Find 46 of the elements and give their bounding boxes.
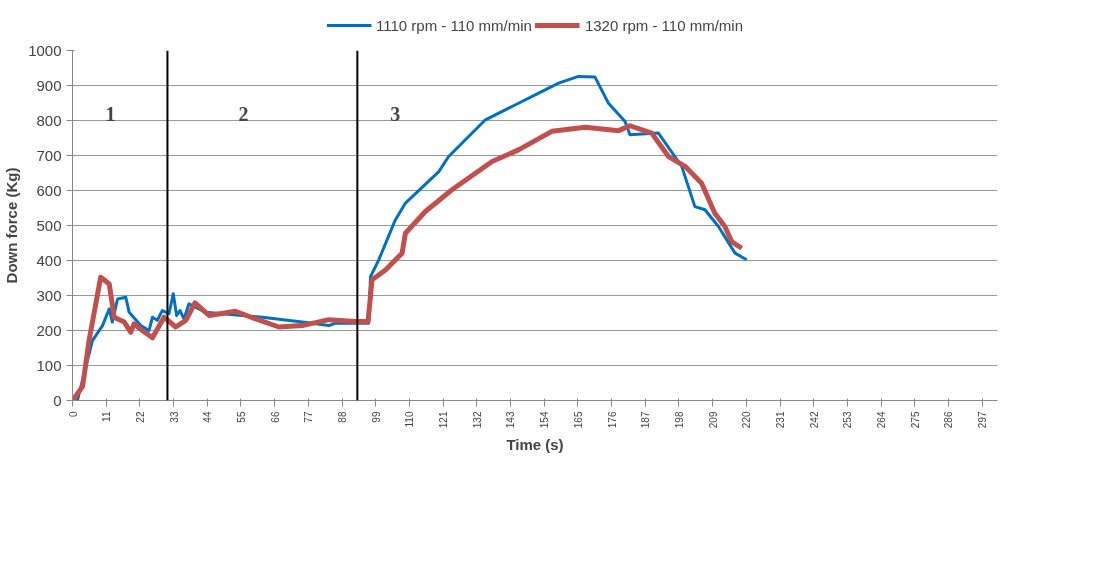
legend-label: 1320 rpm - 110 mm/min — [584, 16, 743, 34]
x-axis-title: Time (s) — [506, 436, 564, 454]
x-tick-label: 77 — [303, 411, 315, 423]
y-tick-label: 300 — [36, 286, 62, 304]
x-tick-label: 297 — [977, 411, 989, 429]
y-tick-label: 700 — [36, 146, 62, 164]
x-tick-label: 187 — [640, 411, 652, 429]
y-tick-label: 200 — [36, 321, 62, 339]
x-tick-label: 154 — [539, 411, 551, 429]
y-tick-label: 600 — [36, 181, 62, 199]
y-tick-label: 900 — [36, 76, 62, 94]
x-tick-label: 143 — [505, 411, 517, 429]
y-tick-label: 400 — [36, 251, 62, 269]
x-tick-label: 11 — [101, 411, 113, 422]
y-tick-label: 0 — [53, 391, 62, 409]
x-tick-label: 198 — [673, 411, 685, 429]
x-tick-label: 22 — [134, 411, 146, 423]
x-tick-label: 55 — [235, 411, 247, 423]
x-tick-label: 66 — [269, 411, 281, 423]
x-tick-label: 264 — [876, 411, 888, 429]
x-tick-label: 176 — [606, 411, 618, 429]
x-tick-label: 209 — [707, 411, 719, 429]
x-tick-label: 286 — [943, 411, 955, 429]
y-tick-label: 800 — [36, 111, 62, 129]
x-tick-label: 165 — [572, 411, 584, 429]
x-tick-label: 231 — [775, 411, 787, 429]
x-tick-label: 0 — [67, 411, 79, 418]
y-axis-title: Down force (Kg) — [3, 167, 21, 284]
x-tick-label: 33 — [168, 411, 180, 423]
annotation: 1 — [105, 102, 116, 125]
x-tick-label: 110 — [404, 411, 416, 428]
y-tick-label: 100 — [36, 356, 62, 374]
x-tick-label: 220 — [741, 411, 753, 429]
x-tick-label: 121 — [438, 411, 450, 429]
x-tick-label: 44 — [202, 411, 214, 423]
y-tick-label: 500 — [36, 216, 62, 234]
x-tick-label: 242 — [808, 411, 820, 429]
x-tick-label: 253 — [842, 411, 854, 429]
x-tick-label: 132 — [471, 411, 483, 429]
x-tick-label: 99 — [370, 411, 382, 423]
annotation: 3 — [390, 102, 401, 125]
annotation: 2 — [238, 102, 249, 125]
x-tick-label: 275 — [909, 411, 921, 429]
x-tick-label: 88 — [337, 411, 349, 423]
y-tick-label: 1000 — [28, 41, 62, 59]
legend-label: 1110 rpm - 110 mm/min — [376, 16, 532, 34]
